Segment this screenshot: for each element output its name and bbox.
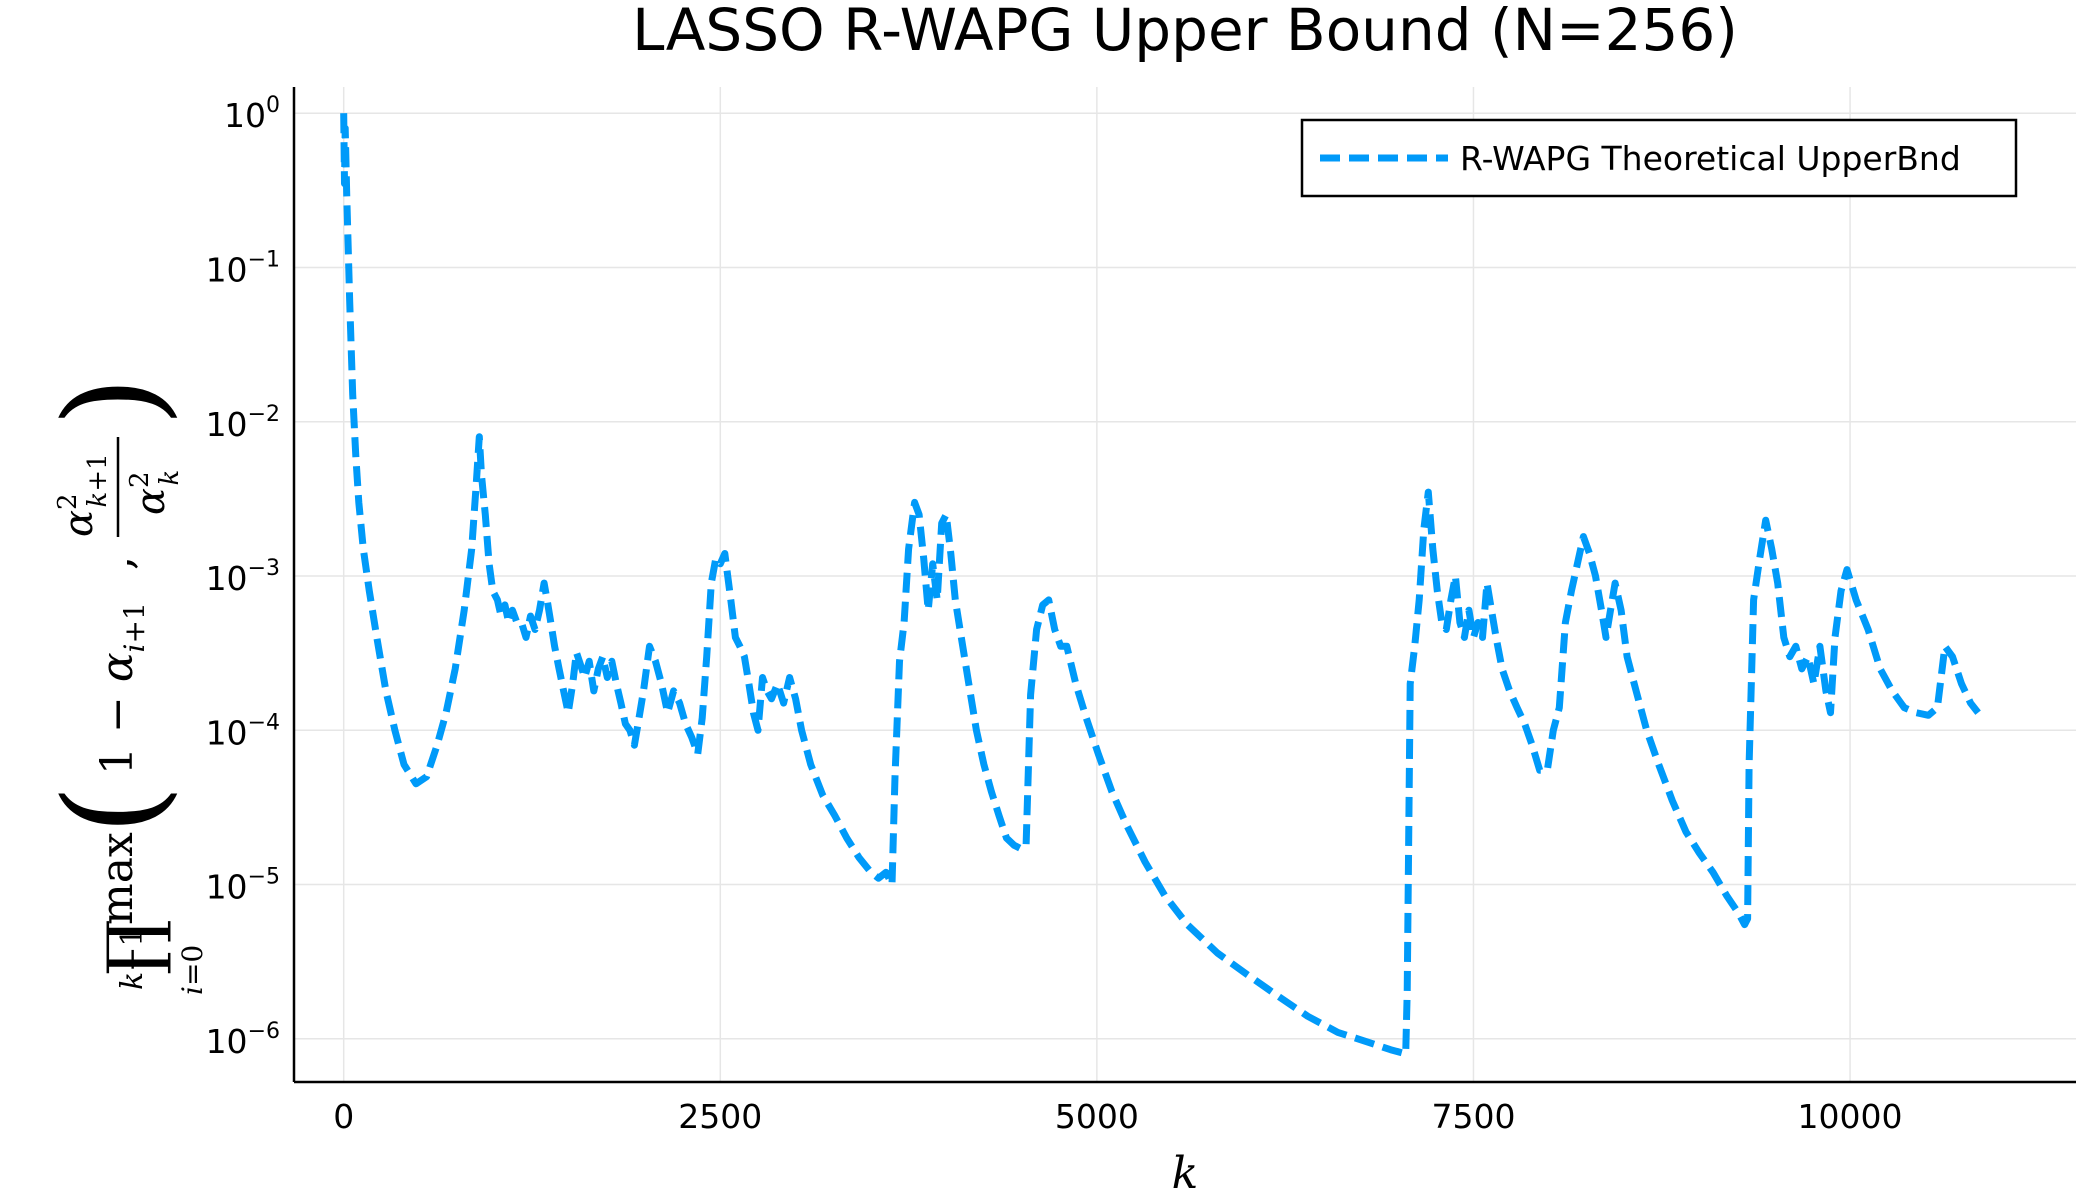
y-axis-label: k−1 ∏ i=0 max ( 1 − αi+1 , α2k+1 α2k ): [36, 376, 209, 995]
y-tick-label: 10−3: [206, 556, 280, 598]
y-tick-label: 10−2: [206, 402, 280, 444]
x-axis-label: k: [1172, 1148, 1199, 1199]
y-label-left-paren: (: [36, 784, 188, 835]
x-tick-label: 10000: [1798, 1097, 1903, 1136]
y-label-product-upper: k−1: [115, 928, 150, 990]
y-tick-label: 100: [224, 93, 280, 135]
legend: R-WAPG Theoretical UpperBnd: [1300, 118, 2018, 198]
y-label-max: max: [92, 832, 143, 925]
grid: [294, 87, 2076, 1082]
chart-title: LASSO R-WAPG Upper Bound (N=256): [632, 0, 1738, 64]
y-tick-label: 10−6: [206, 1019, 280, 1061]
y-tick-label: 10−1: [206, 247, 280, 289]
y-tick-label: 10−4: [206, 710, 280, 752]
legend-label: R-WAPG Theoretical UpperBnd: [1460, 139, 1961, 178]
y-label-product-symbol: ∏: [92, 919, 174, 975]
x-tick-label: 2500: [678, 1097, 762, 1136]
x-tick-label: 7500: [1431, 1097, 1515, 1136]
y-label-product-lower: i=0: [176, 945, 209, 995]
y-label-numerator: α2k+1: [53, 453, 113, 537]
series-layer: [340, 113, 1981, 1058]
series-line: [340, 113, 1981, 1058]
y-tick-label: 10−5: [206, 865, 280, 907]
x-tick-label: 5000: [1055, 1097, 1139, 1136]
y-label-comma: ,: [92, 556, 143, 570]
x-tick-label: 0: [333, 1097, 354, 1136]
axes: [292, 87, 2076, 1084]
y-label-denominator: α2k: [125, 470, 185, 515]
y-label-right-paren: ): [36, 376, 188, 427]
tick-labels: 0 2500 5000 7500 10000 100 10−1 10−2 10−3 10−4 10−…: [206, 93, 1903, 1136]
